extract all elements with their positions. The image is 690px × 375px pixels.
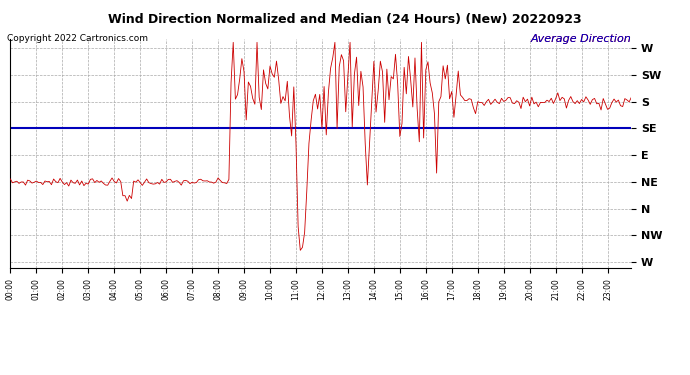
Text: Wind Direction Normalized and Median (24 Hours) (New) 20220923: Wind Direction Normalized and Median (24… <box>108 13 582 26</box>
Text: Average Direction: Average Direction <box>531 34 631 44</box>
Text: Copyright 2022 Cartronics.com: Copyright 2022 Cartronics.com <box>7 34 148 43</box>
Text: Average Direction: Average Direction <box>531 34 631 44</box>
